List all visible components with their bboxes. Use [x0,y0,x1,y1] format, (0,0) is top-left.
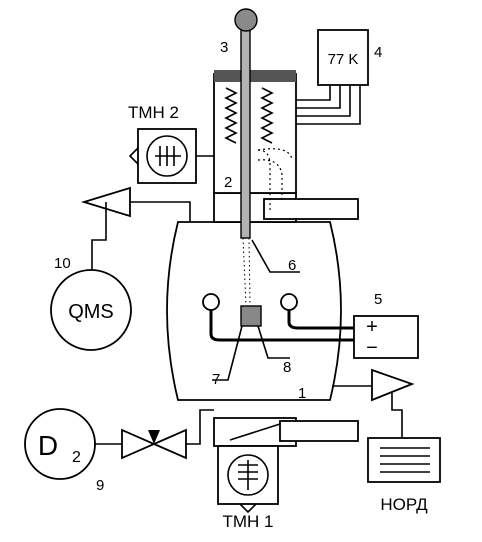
gate-valve-slash [229,423,281,441]
label-sample-num: 7 [212,371,220,388]
leak-valve-right [151,428,187,460]
label-chamber-num: 1 [298,385,306,402]
holder-leader [257,325,290,359]
power-supply-box [353,315,419,359]
nord-lines [380,447,430,473]
power-plus: + [366,316,378,338]
manipulator-knob [234,8,258,32]
tmn1-rotor [227,454,269,496]
nord-connector [391,393,403,438]
label-gas-num: 9 [96,477,104,494]
label-manipulator-num: 3 [220,39,228,56]
holder-arm-right [287,310,354,330]
holder-arm-left [209,310,354,342]
label-rod-guide-num: 2 [224,174,232,191]
label-beam-num: 6 [288,257,296,274]
electrode-left [202,293,220,311]
tmn2-rotor [146,135,188,177]
tmn2-blades [155,146,181,166]
manipulator-top-plate [214,70,296,82]
nord-box [367,437,441,483]
leak-valve-handle [148,430,160,444]
gas-subscript: 2 [72,449,81,466]
tmn1-blades [238,460,258,490]
power-minus: − [366,337,378,359]
tmn1-arrow [239,503,257,514]
sample [240,305,262,327]
sample-leader [212,325,243,381]
qms-valve-triangle [80,186,131,218]
label-cryostat-num: 4 [374,44,382,61]
label-qms-num: 10 [54,255,71,272]
tmn2-arrow [128,147,139,165]
gas-source-circle [24,408,96,480]
manipulator-rod [240,27,251,239]
tmn2-label: ТМН 2 [128,103,179,122]
bottom-side-port [279,420,359,442]
nord-label: НОРД [380,495,428,514]
qms-valve-connector [91,202,107,270]
label-power-num: 5 [374,291,382,308]
manipulator-housing [213,73,297,194]
qms-circle [50,269,132,351]
cryo-line-4 [296,85,361,125]
bellows-right [260,87,274,144]
dotted-path-3 [257,159,283,200]
dotted-path-1 [257,149,271,210]
tmn1-label: ТМН 1 [223,512,274,531]
gas-line-right [184,409,214,445]
beam-leader [251,239,300,273]
label-holder-num: 8 [283,359,291,376]
qms-label: QMS [68,301,114,323]
cryo-line-3 [296,85,351,117]
qms-line [130,201,191,222]
cryo-line-1 [296,85,331,101]
leak-valve-left [121,428,157,460]
nord-valve-triangle [371,368,415,402]
dotted-path-2 [257,148,293,161]
top-side-port [263,198,359,220]
electrode-right [280,293,298,311]
cryostat-temp: 77 K [328,51,359,68]
gas-label: D [38,430,58,461]
cryostat-box [317,29,369,86]
cryo-line-2 [296,85,341,109]
bellows-left [224,87,238,144]
